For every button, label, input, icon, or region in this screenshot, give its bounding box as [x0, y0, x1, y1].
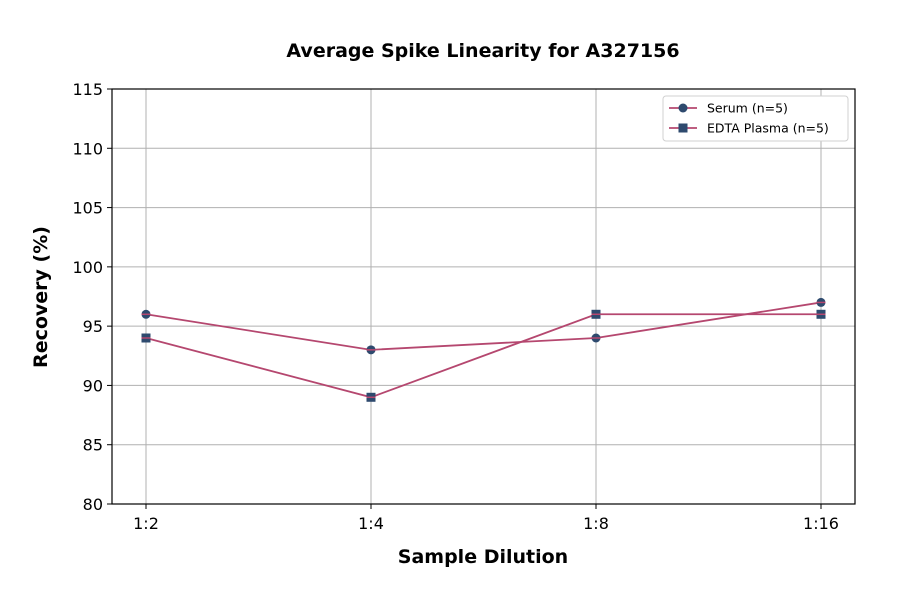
- x-tick-label: 1:8: [583, 514, 609, 533]
- y-tick-label: 105: [72, 199, 103, 218]
- x-axis-label: Sample Dilution: [398, 546, 568, 568]
- y-axis-label: Recovery (%): [30, 226, 52, 368]
- legend-label: Serum (n=5): [707, 101, 788, 116]
- y-tick-label: 80: [83, 495, 103, 514]
- y-tick-label: 85: [83, 436, 103, 455]
- y-tick-label: 115: [72, 80, 103, 99]
- series-line-circle: [145, 301, 822, 351]
- y-tick-label: 90: [83, 376, 103, 395]
- y-tick-label: 95: [83, 317, 103, 336]
- series-line-square: [145, 313, 821, 399]
- plot-frame: [111, 88, 856, 505]
- y-tick-label: 100: [72, 258, 103, 277]
- legend: Serum (n=5) EDTA Plasma (n=5): [662, 95, 849, 142]
- legend-marker-square: [678, 123, 688, 133]
- y-tick-label: 110: [72, 139, 103, 158]
- legend-label: EDTA Plasma (n=5): [707, 121, 829, 136]
- x-tick-label: 1:16: [803, 514, 839, 533]
- x-tick-label: 1:4: [358, 514, 384, 533]
- chart-title: Average Spike Linearity for A327156: [286, 40, 679, 62]
- x-tick-label: 1:2: [133, 514, 159, 533]
- legend-box: [662, 95, 849, 142]
- legend-marker-circle: [678, 103, 688, 113]
